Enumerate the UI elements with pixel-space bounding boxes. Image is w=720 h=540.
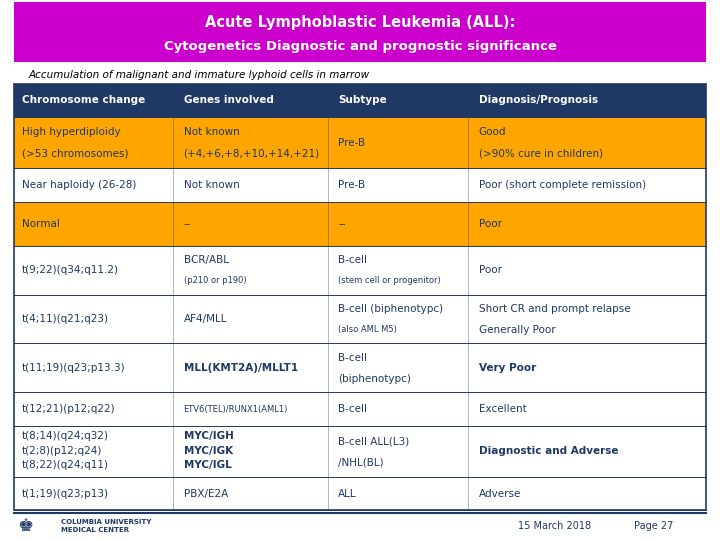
- Text: t(8;14)(q24;q32): t(8;14)(q24;q32): [22, 431, 109, 441]
- Text: 15 March 2018: 15 March 2018: [518, 521, 592, 531]
- Text: B-cell: B-cell: [338, 255, 367, 265]
- FancyBboxPatch shape: [14, 393, 706, 426]
- FancyBboxPatch shape: [14, 246, 706, 294]
- Text: COLUMBIA UNIVERSITY
MEDICAL CENTER: COLUMBIA UNIVERSITY MEDICAL CENTER: [61, 519, 152, 533]
- Text: Pre-B: Pre-B: [338, 138, 366, 147]
- FancyBboxPatch shape: [14, 117, 706, 168]
- Text: Poor (short complete remission): Poor (short complete remission): [479, 180, 646, 190]
- Text: Excellent: Excellent: [479, 404, 526, 414]
- Text: BCR/ABL: BCR/ABL: [184, 255, 229, 265]
- FancyBboxPatch shape: [14, 426, 706, 477]
- Text: AF4/MLL: AF4/MLL: [184, 314, 227, 324]
- Text: ETV6(TEL)/RUNX1(AML1): ETV6(TEL)/RUNX1(AML1): [184, 404, 288, 414]
- Text: Poor: Poor: [479, 219, 502, 228]
- Text: B-cell ALL(L3): B-cell ALL(L3): [338, 436, 410, 446]
- Text: t(8;22)(q24;q11): t(8;22)(q24;q11): [22, 460, 109, 470]
- Text: (>90% cure in children): (>90% cure in children): [479, 149, 603, 159]
- Text: MYC/IGL: MYC/IGL: [184, 460, 231, 470]
- Text: --: --: [184, 219, 191, 228]
- Text: Chromosome change: Chromosome change: [22, 96, 145, 105]
- Text: Good: Good: [479, 127, 506, 137]
- FancyBboxPatch shape: [14, 2, 706, 62]
- Text: t(11;19)(q23;p13.3): t(11;19)(q23;p13.3): [22, 363, 125, 373]
- Text: Diagnostic and Adverse: Diagnostic and Adverse: [479, 447, 618, 456]
- Text: Accumulation of malignant and immature lyphoid cells in marrow: Accumulation of malignant and immature l…: [29, 70, 370, 79]
- FancyBboxPatch shape: [14, 477, 706, 510]
- Text: t(4;11)(q21;q23): t(4;11)(q21;q23): [22, 314, 109, 324]
- FancyBboxPatch shape: [14, 294, 706, 343]
- Text: Very Poor: Very Poor: [479, 363, 536, 373]
- Text: (also AML M5): (also AML M5): [338, 325, 397, 334]
- FancyBboxPatch shape: [14, 168, 706, 201]
- Text: t(9;22)(q34;q11.2): t(9;22)(q34;q11.2): [22, 265, 119, 275]
- Text: PBX/E2A: PBX/E2A: [184, 489, 228, 498]
- Text: (biphenotypc): (biphenotypc): [338, 374, 411, 384]
- Text: (stem cell or progenitor): (stem cell or progenitor): [338, 276, 441, 285]
- Text: Page 27: Page 27: [634, 521, 673, 531]
- Text: Not known: Not known: [184, 180, 239, 190]
- Text: High hyperdiploidy: High hyperdiploidy: [22, 127, 120, 137]
- Text: ♚: ♚: [17, 517, 33, 535]
- Text: B-cell (biphenotypc): B-cell (biphenotypc): [338, 304, 444, 314]
- Text: Generally Poor: Generally Poor: [479, 325, 555, 335]
- Text: ALL: ALL: [338, 489, 357, 498]
- Text: MLL(KMT2A)/MLLT1: MLL(KMT2A)/MLLT1: [184, 363, 298, 373]
- Text: Genes involved: Genes involved: [184, 96, 274, 105]
- Text: Near haploidy (26-28): Near haploidy (26-28): [22, 180, 136, 190]
- Text: (>53 chromosomes): (>53 chromosomes): [22, 149, 128, 159]
- FancyBboxPatch shape: [14, 343, 706, 393]
- Text: Adverse: Adverse: [479, 489, 521, 498]
- Text: Diagnosis/Prognosis: Diagnosis/Prognosis: [479, 96, 598, 105]
- Text: Poor: Poor: [479, 265, 502, 275]
- Text: t(1;19)(q23;p13): t(1;19)(q23;p13): [22, 489, 109, 498]
- Text: B-cell: B-cell: [338, 353, 367, 363]
- Text: B-cell: B-cell: [338, 404, 367, 414]
- Text: Short CR and prompt relapse: Short CR and prompt relapse: [479, 304, 631, 314]
- FancyBboxPatch shape: [14, 201, 706, 246]
- Text: t(2;8)(p12;q24): t(2;8)(p12;q24): [22, 446, 102, 456]
- Text: /NHL(BL): /NHL(BL): [338, 457, 384, 468]
- Text: --: --: [338, 219, 346, 228]
- Text: Not known: Not known: [184, 127, 239, 137]
- Text: (p210 or p190): (p210 or p190): [184, 276, 246, 285]
- Text: (+4,+6,+8,+10,+14,+21): (+4,+6,+8,+10,+14,+21): [184, 149, 320, 159]
- Text: Pre-B: Pre-B: [338, 180, 366, 190]
- Text: t(12;21)(p12;q22): t(12;21)(p12;q22): [22, 404, 115, 414]
- Text: Subtype: Subtype: [338, 96, 387, 105]
- FancyBboxPatch shape: [14, 84, 706, 117]
- Text: Acute Lymphoblastic Leukemia (ALL):: Acute Lymphoblastic Leukemia (ALL):: [204, 15, 516, 30]
- Text: MYC/IGH: MYC/IGH: [184, 431, 233, 441]
- Text: Normal: Normal: [22, 219, 60, 228]
- Text: MYC/IGK: MYC/IGK: [184, 446, 233, 456]
- Text: Cytogenetics Diagnostic and prognostic significance: Cytogenetics Diagnostic and prognostic s…: [163, 40, 557, 53]
